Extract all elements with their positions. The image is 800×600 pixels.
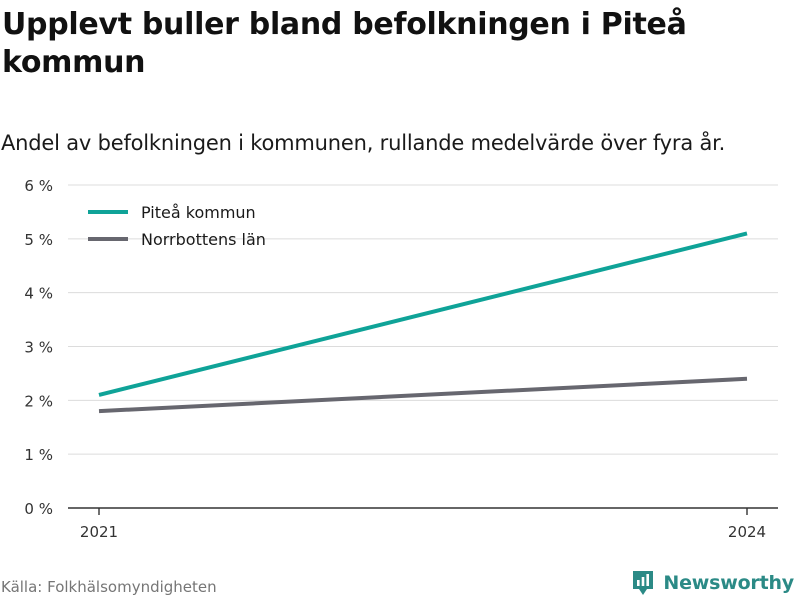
y-axis-ticks: 0 % 1 % 2 % 3 % 4 % 5 % 6 % bbox=[24, 177, 53, 518]
y-tick-label: 5 % bbox=[24, 231, 53, 249]
source-note: Källa: Folkhälsomyndigheten bbox=[1, 578, 217, 596]
x-tick-label: 2024 bbox=[728, 523, 766, 541]
legend-label: Norrbottens län bbox=[141, 230, 266, 249]
gridlines bbox=[68, 184, 778, 455]
series-lines bbox=[98, 231, 748, 414]
y-tick-label: 3 % bbox=[24, 339, 53, 357]
y-tick-label: 4 % bbox=[24, 285, 53, 303]
brand-logo: Newsworthy bbox=[631, 568, 794, 598]
legend-item: Piteå kommun bbox=[88, 203, 256, 222]
y-tick-label: 2 % bbox=[24, 392, 53, 410]
x-axis-ticks: 2021 2024 bbox=[80, 508, 766, 541]
chart-subtitle: Andel av befolkningen i kommunen, rullan… bbox=[1, 131, 726, 155]
brand-name: Newsworthy bbox=[663, 572, 794, 594]
chart-title: Upplevt buller bland befolkningen i Pite… bbox=[2, 7, 687, 80]
series-line-1 bbox=[98, 231, 748, 397]
y-tick-label: 0 % bbox=[24, 500, 53, 518]
newsworthy-logo-icon bbox=[633, 571, 654, 595]
x-tick-label: 2021 bbox=[80, 523, 118, 541]
series-line-2 bbox=[98, 376, 748, 414]
y-tick-label: 1 % bbox=[24, 446, 53, 464]
legend-label: Piteå kommun bbox=[141, 203, 256, 222]
legend: Piteå kommun Norrbottens län bbox=[88, 203, 266, 249]
y-tick-label: 6 % bbox=[24, 177, 53, 195]
legend-item: Norrbottens län bbox=[88, 230, 266, 249]
